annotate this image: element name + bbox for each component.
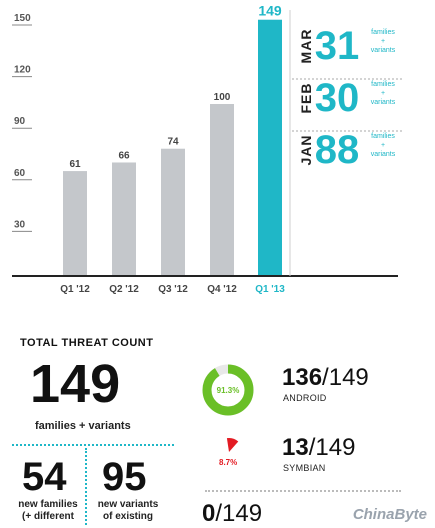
- bar: [210, 104, 234, 276]
- bar: [63, 171, 87, 276]
- watermark-logo: ChinaByte: [352, 506, 427, 523]
- y-tick-label: 60: [14, 168, 26, 179]
- symbian-ratio: 13/149: [282, 434, 356, 461]
- month-legend: families + variants: [370, 29, 396, 54]
- android-label: ANDROID: [283, 393, 327, 403]
- x-tick-label: Q4 '12: [207, 284, 237, 295]
- bar-data-label: 66: [118, 150, 130, 161]
- other-ratio: 0/149: [202, 500, 263, 527]
- y-tick-label: 150: [14, 13, 31, 24]
- symbian-share-wedge: [226, 438, 239, 452]
- y-tick-label: 120: [14, 65, 31, 76]
- bar-data-label: 149: [258, 3, 282, 19]
- month-legend: families + variants: [370, 81, 396, 106]
- x-tick-label: Q1 '12: [60, 284, 90, 295]
- symbian-share-percent: 8.7%: [219, 458, 238, 467]
- total-threat-subtitle: families + variants: [35, 420, 131, 432]
- bar-data-label: 100: [214, 92, 231, 103]
- x-tick-label: Q1 '13: [255, 284, 285, 295]
- month-legend: families + variants: [370, 133, 396, 158]
- month-count: 88: [314, 128, 360, 172]
- divider: [85, 448, 87, 525]
- new-families-label: new families (+ different: [18, 499, 78, 522]
- bar: [161, 148, 185, 276]
- bar: [258, 19, 282, 276]
- new-families-count: 54: [22, 455, 67, 499]
- new-variants-count: 95: [102, 455, 147, 499]
- android-share-donut: [202, 364, 254, 416]
- new-variants-label: new variants of existing: [97, 499, 159, 522]
- divider: [12, 444, 174, 446]
- total-threat-heading: TOTAL THREAT COUNT: [20, 337, 154, 349]
- bar-data-label: 61: [69, 159, 81, 170]
- y-tick-label: 90: [14, 116, 26, 127]
- month-count: 31: [314, 24, 360, 68]
- total-threat-value: 149: [30, 354, 121, 414]
- symbian-label: SYMBIAN: [283, 463, 326, 473]
- symbian-share-wedge-fill: [226, 438, 239, 452]
- threat-bar-chart: 30 60 90 120 150 61 Q1 '12 66 Q2 '12 74 Q3 '12 100 Q…: [12, 3, 398, 295]
- y-tick-label: 30: [14, 219, 26, 230]
- month-panel-mar: MAR 31 families + variants: [292, 24, 402, 80]
- month-panel-feb: FEB 30 families + variants: [292, 76, 402, 132]
- bar-data-label: 74: [167, 137, 179, 148]
- x-tick-label: Q3 '12: [158, 284, 188, 295]
- month-panel-jan: JAN 88 families + variants: [292, 128, 402, 182]
- android-share-percent: 91.3%: [216, 386, 240, 395]
- month-count: 30: [314, 76, 360, 120]
- android-share-arc: [202, 364, 254, 416]
- x-tick-label: Q2 '12: [109, 284, 139, 295]
- divider: [205, 490, 401, 492]
- bar: [112, 162, 136, 276]
- android-ratio: 136/149: [282, 364, 369, 391]
